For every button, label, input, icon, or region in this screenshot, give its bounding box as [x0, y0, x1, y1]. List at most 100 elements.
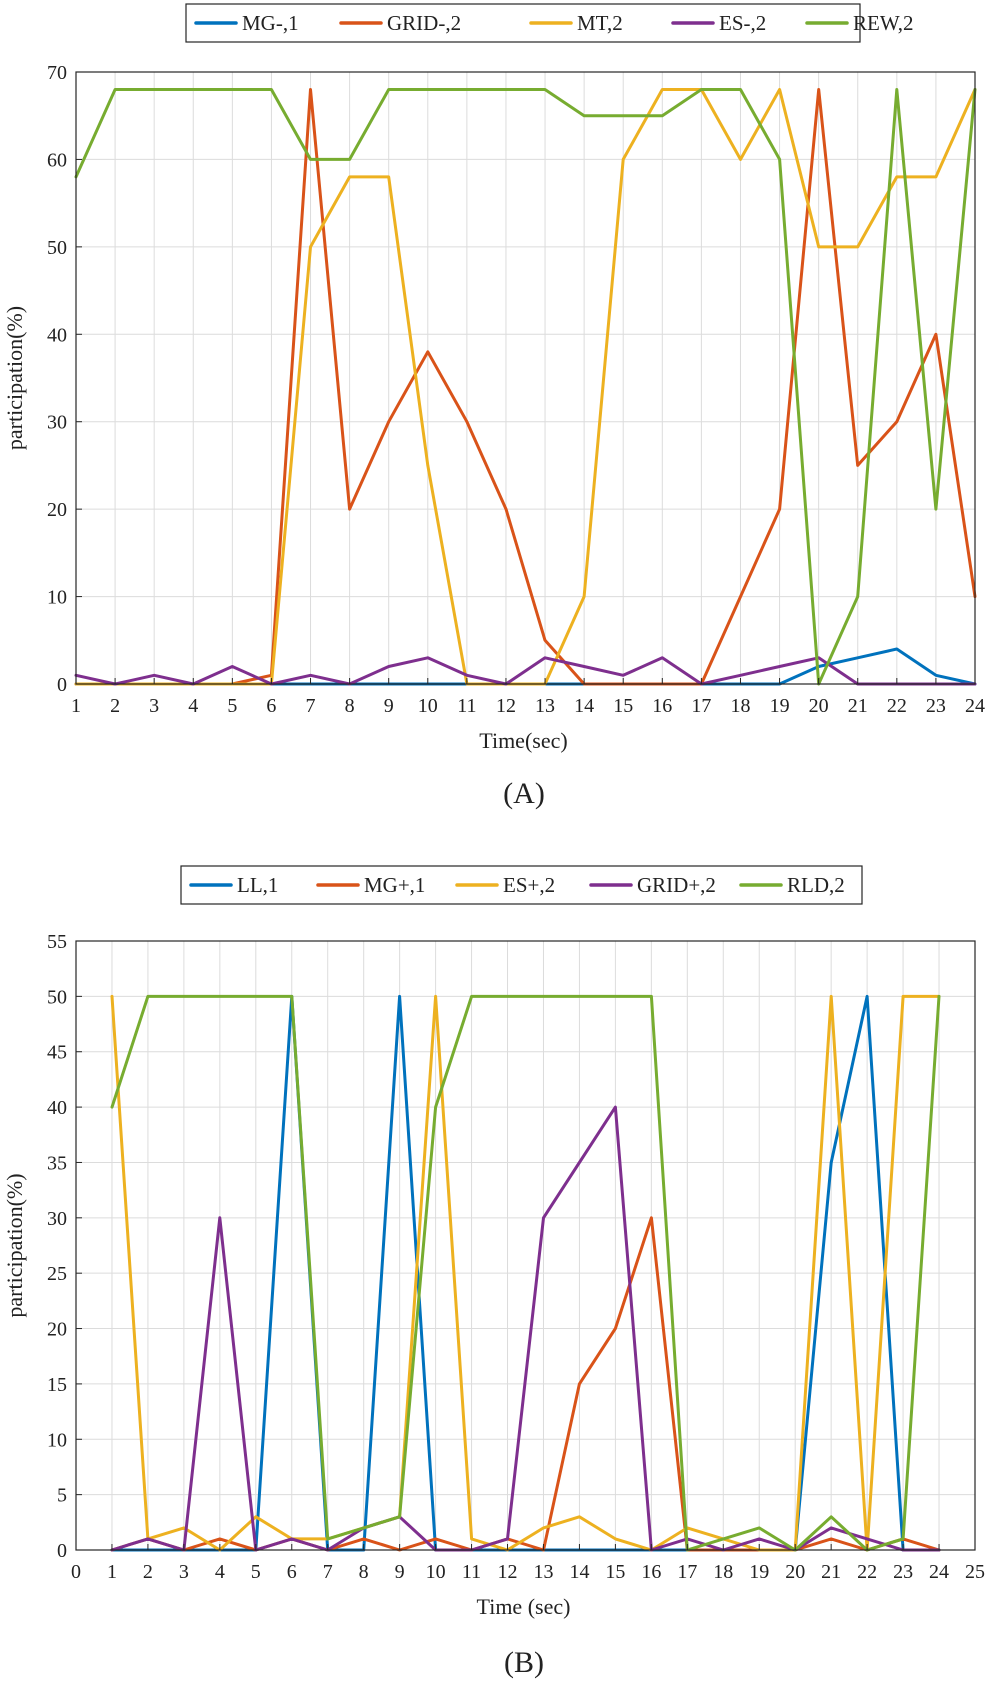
chart-1-x-tick-label-7: 7: [323, 1561, 333, 1583]
chart-1-x-tick-label-14: 14: [569, 1561, 589, 1583]
chart-1-legend-label-MG+,1: MG+,1: [364, 873, 425, 897]
chart-0-axes-box: [75, 71, 976, 685]
chart-0-x-tick-label-7: 8: [345, 695, 355, 717]
chart-0-x-tick-label-2: 3: [149, 695, 159, 717]
chart-0-x-tick-label-16: 17: [691, 695, 711, 717]
chart-0-x-tick-label-6: 7: [306, 695, 316, 717]
chart-0-plot-area: [76, 72, 975, 684]
chart-1-x-tick-label-6: 6: [287, 1561, 297, 1583]
chart-0-panel-label: (A): [503, 777, 545, 810]
chart-0-x-tick-label-4: 5: [227, 695, 237, 717]
chart-0-y-tick-label-4: 40: [47, 324, 67, 346]
chart-1-legend-label-RLD,2: RLD,2: [787, 873, 845, 897]
chart-1-y-tick-label-4: 20: [47, 1319, 67, 1341]
chart-panel-a: 1 2 3 4 5 6 7 8 9 10 11 12 13 14 15 16 17 18 19 20 21 22 23 240…: [2, 3, 985, 810]
chart-1-x-tick-label-4: 4: [215, 1561, 225, 1583]
chart-1-y-axis-label: participation(%): [2, 1173, 27, 1317]
chart-1-legend-label-ES+,2: ES+,2: [503, 873, 555, 897]
chart-1-legend: LL,1 MG+,1 ES+,2 GRID+,2 RLD,2: [180, 865, 863, 905]
chart-1-y-tick-label-6: 30: [47, 1208, 67, 1230]
chart-1-plot-area: [76, 941, 975, 1550]
chart-1-x-tick-label-21: 21: [821, 1561, 841, 1583]
chart-1-x-tick-label-19: 19: [749, 1561, 769, 1583]
chart-0-legend-box: [185, 3, 861, 43]
chart-1-axes-box: [75, 940, 976, 1551]
chart-0-x-tick-label-23: 24: [965, 695, 985, 717]
chart-0-x-tick-label-21: 22: [887, 695, 907, 717]
chart-1-x-tick-label-13: 13: [533, 1561, 553, 1583]
chart-0-x-tick-label-14: 15: [613, 695, 633, 717]
chart-1-y-tick-label-11: 55: [47, 931, 67, 953]
chart-0-x-tick-label-11: 12: [496, 695, 516, 717]
chart-1-series-line-MG+,1: [110, 1216, 941, 1552]
chart-0-x-tick-label-5: 6: [266, 695, 276, 717]
chart-0-x-tick-label-17: 18: [730, 695, 750, 717]
chart-0-legend-label-MG-,1: MG-,1: [242, 11, 299, 35]
chart-1-y-tick-label-9: 45: [47, 1042, 67, 1064]
chart-0-y-axis-label: participation(%): [2, 306, 27, 450]
chart-1-x-tick-label-12: 12: [498, 1561, 518, 1583]
chart-0-legend-label-ES-,2: ES-,2: [719, 11, 766, 35]
chart-1-y-tick-label-0: 0: [57, 1540, 67, 1562]
chart-0-y-tick-label-3: 30: [47, 412, 67, 434]
chart-0-x-tick-label-0: 1: [71, 695, 81, 717]
chart-0-series-line-ES-,2: [74, 656, 977, 686]
chart-1-y-tick-label-8: 40: [47, 1097, 67, 1119]
chart-1-x-tick-label-20: 20: [785, 1561, 805, 1583]
chart-0-y-tick-label-1: 10: [47, 587, 67, 609]
chart-1-x-axis-label: Time (sec): [477, 1594, 571, 1619]
chart-0-x-tick-label-15: 16: [652, 695, 672, 717]
chart-0-y-tick-label-5: 50: [47, 237, 67, 259]
chart-0-y-tick-label-7: 70: [47, 62, 67, 84]
chart-0-legend-label-REW,2: REW,2: [853, 11, 913, 35]
chart-0-x-tick-label-3: 4: [188, 695, 198, 717]
chart-0-series-line-REW,2: [74, 88, 977, 686]
chart-0-x-tick-label-13: 14: [574, 695, 594, 717]
chart-1-x-tick-label-2: 2: [143, 1561, 153, 1583]
chart-1-legend-label-LL,1: LL,1: [237, 873, 278, 897]
chart-1-x-tick-label-11: 11: [462, 1561, 481, 1583]
chart-1-panel-label: (B): [504, 1646, 544, 1679]
chart-0-legend: MG-,1 GRID-,2 MT,2 ES-,2 REW,2: [185, 3, 913, 43]
chart-1-x-tick-label-5: 5: [251, 1561, 261, 1583]
chart-panel-b: 0 1 2 3 4 5 6 7 8 9 10 11 12 13 14 15 16 17 18 19 20 21 22 23 24…: [2, 865, 985, 1679]
chart-1-x-tick-label-17: 17: [677, 1561, 697, 1583]
chart-0-x-axis-label: Time(sec): [479, 728, 567, 753]
chart-0-x-tick-label-18: 19: [770, 695, 790, 717]
chart-1-x-tick-label-25: 25: [965, 1561, 985, 1583]
chart-0-y-tick-label-2: 20: [47, 499, 67, 521]
chart-1-x-tick-label-15: 15: [605, 1561, 625, 1583]
chart-0-x-tick-label-10: 11: [457, 695, 476, 717]
chart-1-x-tick-label-23: 23: [893, 1561, 913, 1583]
chart-0-x-tick-label-19: 20: [809, 695, 829, 717]
chart-1-legend-label-GRID+,2: GRID+,2: [637, 873, 716, 897]
chart-1-x-tick-label-9: 9: [395, 1561, 405, 1583]
chart-0-x-tick-label-8: 9: [384, 695, 394, 717]
chart-0-y-tick-label-6: 60: [47, 149, 67, 171]
chart-1-x-tick-label-0: 0: [71, 1561, 81, 1583]
chart-1-y-tick-label-2: 10: [47, 1429, 67, 1451]
chart-1-series-line-RLD,2: [110, 994, 941, 1552]
chart-1-x-tick-label-1: 1: [107, 1561, 117, 1583]
chart-1-y-tick-label-7: 35: [47, 1152, 67, 1174]
chart-0-x-tick-label-9: 10: [418, 695, 438, 717]
chart-1-x-tick-label-24: 24: [929, 1561, 949, 1583]
chart-1-y-tick-label-1: 5: [57, 1485, 67, 1507]
chart-1-y-tick-label-10: 50: [47, 986, 67, 1008]
chart-1-x-tick-label-10: 10: [426, 1561, 446, 1583]
chart-0-legend-label-GRID-,2: GRID-,2: [387, 11, 461, 35]
chart-0-x-tick-label-1: 2: [110, 695, 120, 717]
chart-1-x-tick-label-8: 8: [359, 1561, 369, 1583]
chart-1-y-tick-label-5: 25: [47, 1263, 67, 1285]
chart-1-x-tick-label-18: 18: [713, 1561, 733, 1583]
chart-0-y-tick-label-0: 0: [57, 674, 67, 696]
chart-0-x-tick-label-20: 21: [848, 695, 868, 717]
chart-1-x-tick-label-22: 22: [857, 1561, 877, 1583]
chart-1-x-tick-label-3: 3: [179, 1561, 189, 1583]
chart-1-x-tick-label-16: 16: [641, 1561, 661, 1583]
chart-0-x-tick-label-12: 13: [535, 695, 555, 717]
chart-0-x-tick-label-22: 23: [926, 695, 946, 717]
chart-1-y-tick-label-3: 15: [47, 1374, 67, 1396]
chart-1-series-line-ES+,2: [110, 994, 941, 1552]
